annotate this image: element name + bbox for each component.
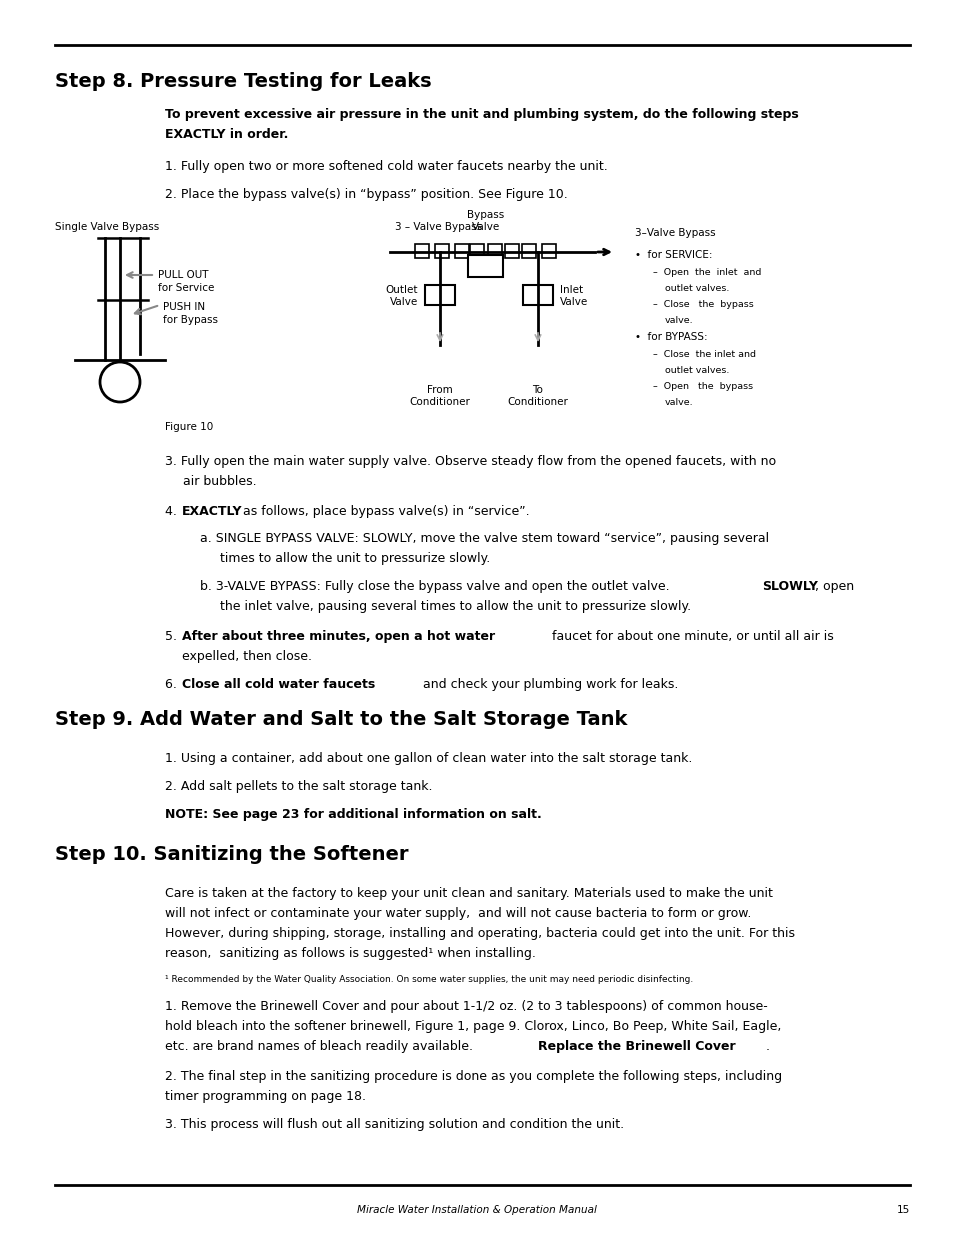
Text: Step 8. Pressure Testing for Leaks: Step 8. Pressure Testing for Leaks	[55, 72, 431, 91]
Text: To prevent excessive air pressure in the unit and plumbing system, do the follow: To prevent excessive air pressure in the…	[165, 107, 798, 121]
Bar	[424, 285, 455, 305]
Text: valve.: valve.	[664, 398, 693, 408]
Text: SLOWLY: SLOWLY	[761, 580, 817, 593]
Text: expelled, then close.: expelled, then close.	[182, 650, 312, 663]
Text: To
Conditioner: To Conditioner	[507, 385, 568, 408]
Text: –  Close   the  bypass: – Close the bypass	[652, 300, 753, 309]
Text: valve.: valve.	[664, 316, 693, 325]
Text: Close all cold water faucets: Close all cold water faucets	[182, 678, 375, 692]
Text: faucet for about one minute, or until all air is: faucet for about one minute, or until al…	[547, 630, 833, 643]
Text: –  Open   the  bypass: – Open the bypass	[652, 382, 752, 391]
Circle shape	[100, 362, 140, 403]
Text: EXACTLY: EXACTLY	[182, 505, 242, 517]
Text: outlet valves.: outlet valves.	[664, 366, 729, 375]
Text: , open: , open	[814, 580, 853, 593]
Text: Replace the Brinewell Cover: Replace the Brinewell Cover	[537, 1040, 735, 1053]
Text: 4.: 4.	[165, 505, 181, 517]
Text: 5.: 5.	[165, 630, 181, 643]
Bar	[522, 285, 553, 305]
Text: hold bleach into the softener brinewell, Figure 1, page 9. Clorox, Linco, Bo Pee: hold bleach into the softener brinewell,…	[165, 1020, 781, 1032]
Text: timer programming on page 18.: timer programming on page 18.	[165, 1091, 366, 1103]
Text: air bubbles.: air bubbles.	[183, 475, 256, 488]
Bar	[470, 245, 483, 258]
Text: Outlet
Valve: Outlet Valve	[385, 285, 417, 308]
Text: 1. Using a container, add about one gallon of clean water into the salt storage : 1. Using a container, add about one gall…	[165, 752, 692, 764]
Text: 2. Place the bypass valve(s) in “bypass” position. See Figure 10.: 2. Place the bypass valve(s) in “bypass”…	[165, 188, 567, 201]
Bar	[541, 245, 556, 258]
Text: will not infect or contaminate your water supply,  and will not cause bacteria t: will not infect or contaminate your wate…	[165, 906, 751, 920]
Text: Miracle Water Installation & Operation Manual: Miracle Water Installation & Operation M…	[356, 1205, 597, 1215]
Text: reason,  sanitizing as follows is suggested¹ when installing.: reason, sanitizing as follows is suggest…	[165, 947, 536, 960]
Text: 3. Fully open the main water supply valve. Observe steady flow from the opened f: 3. Fully open the main water supply valv…	[165, 454, 776, 468]
Bar	[504, 245, 518, 258]
Text: Figure 10: Figure 10	[165, 422, 213, 432]
Bar	[455, 245, 469, 258]
Text: and check your plumbing work for leaks.: and check your plumbing work for leaks.	[418, 678, 678, 692]
Text: EXACTLY in order.: EXACTLY in order.	[165, 128, 288, 141]
Text: a. SINGLE BYPASS VALVE: SLOWLY, move the valve stem toward “service”, pausing se: a. SINGLE BYPASS VALVE: SLOWLY, move the…	[200, 532, 768, 545]
Text: •  for SERVICE:: • for SERVICE:	[635, 249, 712, 261]
Text: .: .	[765, 1040, 769, 1053]
Text: –  Open  the  inlet  and: – Open the inlet and	[652, 268, 760, 277]
Text: NOTE: See page 23 for additional information on salt.: NOTE: See page 23 for additional informa…	[165, 808, 541, 821]
Text: However, during shipping, storage, installing and operating, bacteria could get : However, during shipping, storage, insta…	[165, 927, 794, 940]
Text: 3 – Valve Bypass: 3 – Valve Bypass	[395, 222, 481, 232]
Bar	[415, 245, 429, 258]
Text: 1. Remove the Brinewell Cover and pour about 1-1/2 oz. (2 to 3 tablespoons) of c: 1. Remove the Brinewell Cover and pour a…	[165, 1000, 767, 1013]
Text: •  for BYPASS:: • for BYPASS:	[635, 332, 707, 342]
Text: ¹ Recommended by the Water Quality Association. On some water supplies, the unit: ¹ Recommended by the Water Quality Assoc…	[165, 974, 693, 984]
Text: 2. Add salt pellets to the salt storage tank.: 2. Add salt pellets to the salt storage …	[165, 781, 432, 793]
Text: 6.: 6.	[165, 678, 181, 692]
Text: the inlet valve, pausing several times to allow the unit to pressurize slowly.: the inlet valve, pausing several times t…	[220, 600, 690, 613]
Bar	[488, 245, 501, 258]
Text: Bypass
Valve: Bypass Valve	[467, 210, 504, 232]
Text: outlet valves.: outlet valves.	[664, 284, 729, 293]
Text: After about three minutes, open a hot water: After about three minutes, open a hot wa…	[182, 630, 495, 643]
Text: –  Close  the inlet and: – Close the inlet and	[652, 350, 755, 359]
Bar	[435, 245, 449, 258]
Bar	[468, 254, 502, 277]
Text: 2. The final step in the sanitizing procedure is done as you complete the follow: 2. The final step in the sanitizing proc…	[165, 1070, 781, 1083]
Text: Care is taken at the factory to keep your unit clean and sanitary. Materials use: Care is taken at the factory to keep you…	[165, 887, 772, 900]
Text: etc. are brand names of bleach readily available.: etc. are brand names of bleach readily a…	[165, 1040, 476, 1053]
Text: 15: 15	[896, 1205, 909, 1215]
Text: PUSH IN
for Bypass: PUSH IN for Bypass	[163, 303, 218, 325]
Text: PULL OUT
for Service: PULL OUT for Service	[158, 270, 214, 293]
Text: as follows, place bypass valve(s) in “service”.: as follows, place bypass valve(s) in “se…	[239, 505, 530, 517]
Text: Single Valve Bypass: Single Valve Bypass	[55, 222, 159, 232]
Text: Inlet
Valve: Inlet Valve	[559, 285, 588, 308]
Text: b. 3-VALVE BYPASS: Fully close the bypass valve and open the outlet valve.: b. 3-VALVE BYPASS: Fully close the bypas…	[200, 580, 673, 593]
Text: Step 9. Add Water and Salt to the Salt Storage Tank: Step 9. Add Water and Salt to the Salt S…	[55, 710, 627, 729]
Bar	[521, 245, 536, 258]
Text: From
Conditioner: From Conditioner	[409, 385, 470, 408]
Text: 1. Fully open two or more softened cold water faucets nearby the unit.: 1. Fully open two or more softened cold …	[165, 161, 607, 173]
Text: 3. This process will flush out all sanitizing solution and condition the unit.: 3. This process will flush out all sanit…	[165, 1118, 623, 1131]
Text: Step 10. Sanitizing the Softener: Step 10. Sanitizing the Softener	[55, 845, 408, 864]
Text: 3–Valve Bypass: 3–Valve Bypass	[635, 228, 715, 238]
Text: times to allow the unit to pressurize slowly.: times to allow the unit to pressurize sl…	[220, 552, 490, 564]
